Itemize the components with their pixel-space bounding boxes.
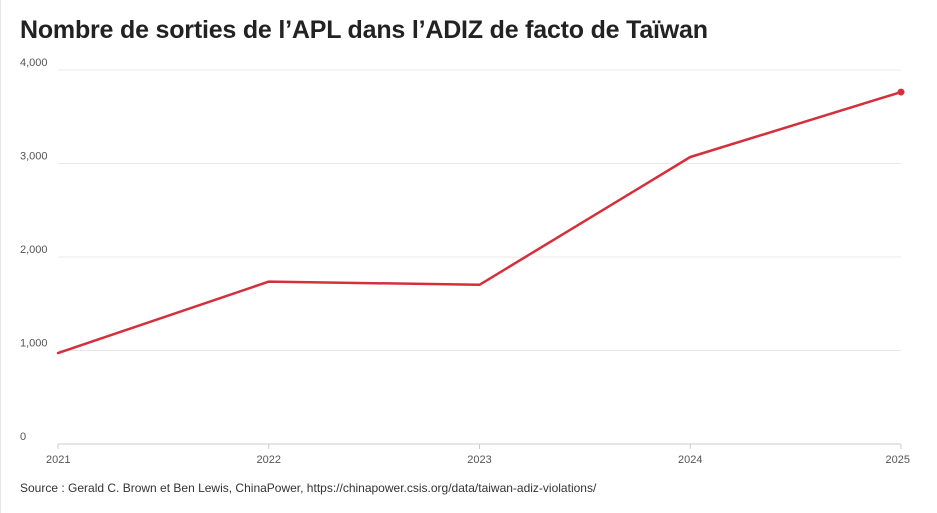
y-tick-label: 1,000 xyxy=(20,338,48,350)
series-end-point xyxy=(897,88,905,96)
y-tick-label: 0 xyxy=(20,431,26,443)
source-note: Source : Gerald C. Brown et Ben Lewis, C… xyxy=(20,481,597,495)
x-tick-label: 2022 xyxy=(257,454,281,466)
x-tick-label: 2021 xyxy=(46,454,70,466)
y-tick-label: 4,000 xyxy=(20,57,48,69)
y-tick-label: 3,000 xyxy=(20,151,48,163)
x-tick-label: 2023 xyxy=(467,454,491,466)
y-axis-ticks: 0 1,000 2,000 3,000 4,000 xyxy=(20,57,48,443)
grid-lines xyxy=(58,69,901,351)
chart-title: Nombre de sorties de l’APL dans l’ADIZ d… xyxy=(20,16,708,44)
series-line xyxy=(56,90,903,355)
y-tick-label: 2,000 xyxy=(20,244,48,256)
x-tick-label: 2025 xyxy=(886,454,910,466)
x-tick-label: 2024 xyxy=(678,454,702,466)
series-layer xyxy=(56,88,905,355)
x-axis-ticks: 2021 2022 2023 2024 2025 xyxy=(46,444,910,466)
